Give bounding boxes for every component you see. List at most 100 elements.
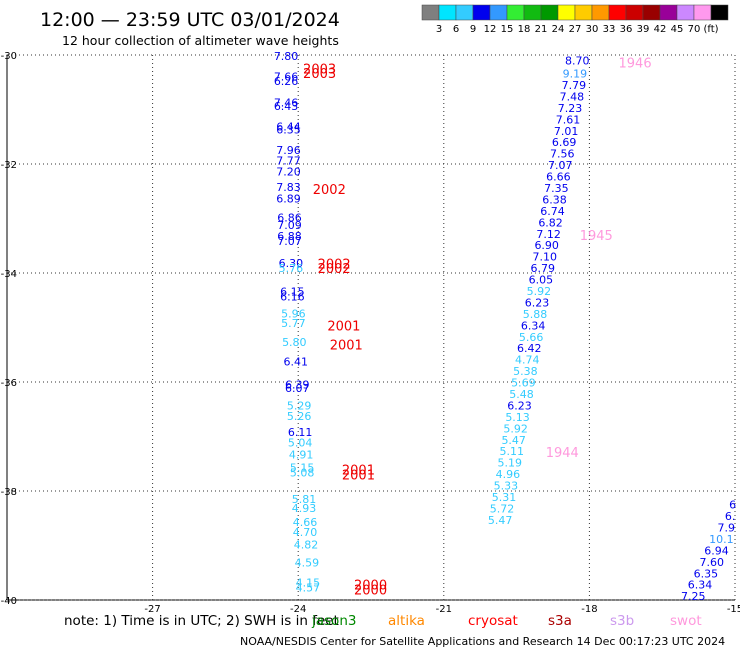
y-tick-label: -32 xyxy=(1,160,17,171)
colorbar-label: 24 xyxy=(552,24,565,35)
wave-height-point: 6.41 xyxy=(284,355,309,368)
y-tick-label: -36 xyxy=(1,378,17,389)
wave-height-point: 6.07 xyxy=(285,382,310,395)
wave-height-point: 6.34 xyxy=(688,579,713,592)
colorbar-swatch xyxy=(676,4,695,21)
colorbar-label: 39 xyxy=(637,24,650,35)
wave-height-point: 7.23 xyxy=(558,102,583,115)
wave-height-point: 6.26 xyxy=(274,75,299,88)
wave-height-point: 6.79 xyxy=(531,262,556,275)
wave-height-point: 9.19 xyxy=(563,68,588,81)
wave-height-point: 6.74 xyxy=(540,205,565,218)
wave-height-point: 6.30 xyxy=(279,257,304,270)
colorbar-swatch xyxy=(489,4,508,21)
wave-height-point: 7.56 xyxy=(550,148,575,161)
wave-height-point: 7.46 xyxy=(274,96,299,109)
colorbar-label: 21 xyxy=(535,24,548,35)
wave-height-point: 6.42 xyxy=(517,342,542,355)
pass-time-label: 2002 xyxy=(318,258,351,273)
colorbar-label: 15 xyxy=(501,24,514,35)
pass-time-label: 2003 xyxy=(303,67,336,82)
wave-height-point: 7.20 xyxy=(276,166,301,179)
wave-height-point: 7.79 xyxy=(562,79,587,92)
pass-time-labels: 2003200320022002200220012001200120012000… xyxy=(303,57,652,599)
wave-height-point: 7.01 xyxy=(554,125,579,138)
wave-height-point: 7.9 xyxy=(718,522,736,535)
pass-time-label: 2000 xyxy=(354,584,387,599)
colorbar-label: 27 xyxy=(569,24,582,35)
wave-height-point: 8.70 xyxy=(565,54,590,67)
wave-height-point: 6.90 xyxy=(534,239,559,252)
mission-legend-item: cryosat xyxy=(468,613,518,629)
wave-height-point: 4.74 xyxy=(515,354,540,367)
y-tick-label: -30 xyxy=(1,51,17,62)
colorbar-swatch xyxy=(693,4,712,21)
pass-time-label: 1946 xyxy=(619,57,652,72)
wave-height-point: 6.35 xyxy=(694,567,719,580)
wave-height-point: 5.80 xyxy=(282,336,307,349)
wave-height-point: 7.48 xyxy=(560,90,585,103)
wave-height-point: 5.92 xyxy=(527,285,552,298)
chart-title: 12:00 — 23:59 UTC 03/01/2024 xyxy=(40,9,340,31)
wave-height-point: 5.66 xyxy=(519,331,544,344)
wave-height-point: 5.72 xyxy=(490,502,515,515)
pass-time-label: 2002 xyxy=(313,183,346,198)
colorbar-swatch xyxy=(574,4,593,21)
wave-height-point: 5.26 xyxy=(287,410,312,423)
wave-height-point: 4.93 xyxy=(292,502,317,515)
wave-height-point: 4.96 xyxy=(496,468,521,481)
colorbar-label: 45 xyxy=(671,24,684,35)
pass-time-label: 2002 xyxy=(318,262,351,277)
pass-time-label: 2001 xyxy=(330,338,363,353)
wave-height-point: 5.08 xyxy=(290,466,315,479)
wave-height-point: 5.76 xyxy=(279,262,304,275)
colorbar-label: 42 xyxy=(654,24,667,35)
plot-area xyxy=(6,55,735,601)
colorbar-label: 36 xyxy=(620,24,633,35)
colorbar-swatch xyxy=(472,4,491,21)
wave-height-point: 6.44 xyxy=(276,120,301,133)
wave-height-point: 6.05 xyxy=(529,274,554,287)
footer-note: note: 1) Time is in UTC; 2) SWH is in fe… xyxy=(64,613,339,629)
wave-height-point: 6.38 xyxy=(542,193,567,206)
colorbar-label: 3 xyxy=(436,24,442,35)
wave-height-point: 6.66 xyxy=(546,171,571,184)
wave-height-point: 6.43 xyxy=(274,100,299,113)
wave-height-point: 5.48 xyxy=(509,388,534,401)
wave-height-point: 6 xyxy=(729,499,736,512)
pass-time-label: 2001 xyxy=(327,319,360,334)
colorbar-swatch xyxy=(506,4,525,21)
x-tick-label: -24 xyxy=(290,604,306,615)
x-tick-label: -27 xyxy=(144,604,160,615)
wave-height-point: 4.66 xyxy=(293,516,318,529)
wave-height-point: 4.91 xyxy=(289,448,314,461)
wave-height-point: 5.19 xyxy=(498,457,523,470)
pass-time-label: 2001 xyxy=(342,464,375,479)
y-tick-label: -34 xyxy=(1,269,17,280)
wave-height-point: 7.07 xyxy=(548,159,573,172)
y-tick-label: -40 xyxy=(1,596,17,607)
wave-height-point: 6.88 xyxy=(277,230,302,243)
wave-height-point: 6. xyxy=(725,510,736,523)
wave-height-point: 5.15 xyxy=(290,462,315,475)
colorbar-swatch xyxy=(659,4,678,21)
colorbar-swatch xyxy=(557,4,576,21)
wave-height-point: 6.23 xyxy=(507,399,532,412)
wave-height-point: 7.10 xyxy=(532,251,557,264)
wave-height-point: 5.38 xyxy=(513,365,538,378)
pass-time-label: 2000 xyxy=(354,579,387,594)
colorbar-label: (ft) xyxy=(703,24,718,35)
wave-height-point: 6.89 xyxy=(276,192,301,205)
chart-subtitle: 12 hour collection of altimeter wave hei… xyxy=(62,33,339,48)
pass-time-label: 2001 xyxy=(342,469,375,484)
colorbar-label: 33 xyxy=(603,24,616,35)
wave-height-point: 5.33 xyxy=(494,480,519,493)
wave-height-point: 6.34 xyxy=(521,319,546,332)
wave-height-point: 7.09 xyxy=(277,219,302,232)
x-tick-label: -15 xyxy=(727,604,740,615)
colorbar-label: 70 xyxy=(688,24,701,35)
colorbar-swatch xyxy=(455,4,474,21)
x-tick-label: -18 xyxy=(581,604,597,615)
mission-legend-item: s3a xyxy=(548,613,572,629)
